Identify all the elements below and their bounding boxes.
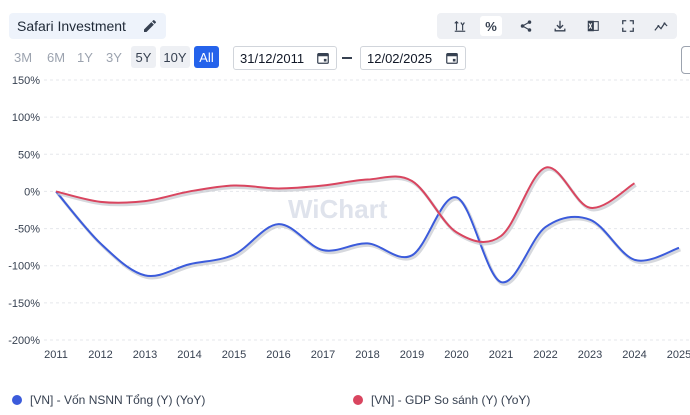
x-tick-label: 2023: [578, 349, 602, 361]
chart-style-icon: [654, 22, 668, 31]
chart-title: Safari Investment: [17, 18, 126, 34]
legend-marker-series1: [12, 395, 22, 405]
range-10y-button[interactable]: 10Y: [160, 46, 190, 68]
end-date-input[interactable]: 12/02/2025: [360, 46, 466, 70]
date-range-separator: [342, 57, 352, 59]
x-tick-label: 2024: [622, 349, 646, 361]
y-tick-label: -100%: [8, 261, 40, 273]
series-line-1: [55, 190, 680, 284]
download-icon: [554, 20, 566, 32]
sort-axis-icon: [454, 20, 466, 32]
chart-style-button[interactable]: [650, 16, 672, 36]
x-tick-label: 2013: [133, 349, 157, 361]
x-tick-label: 2011: [44, 349, 68, 361]
pencil-icon[interactable]: [142, 18, 158, 34]
calendar-icon[interactable]: [316, 51, 330, 65]
x-tick-label: 2015: [222, 349, 246, 361]
range-3m-button[interactable]: 3M: [13, 49, 33, 65]
calendar-icon[interactable]: [445, 51, 459, 65]
watermark-logo: WiChart: [288, 194, 388, 224]
y-tick-label: -150%: [8, 298, 40, 310]
percent-icon: %: [485, 18, 497, 34]
x-tick-label: 2019: [400, 349, 424, 361]
x-tick-label: 2025: [667, 349, 690, 361]
legend-label-series1: [VN] - Vốn NSNN Tổng (Y) (YoY): [30, 393, 206, 407]
y-tick-label: -50%: [14, 224, 40, 236]
chart-toolbar: %: [437, 13, 677, 39]
x-tick-label: 2016: [266, 349, 290, 361]
range-6m-button[interactable]: 6M: [46, 49, 66, 65]
share-button[interactable]: [515, 16, 537, 36]
excel-icon: [587, 20, 599, 32]
side-panel-toggle[interactable]: [681, 46, 690, 74]
fullscreen-icon: [622, 20, 634, 32]
range-1y-button[interactable]: 1Y: [77, 49, 93, 65]
y-tick-label: -200%: [8, 335, 40, 347]
percent-button[interactable]: %: [480, 16, 502, 36]
start-date-value: 31/12/2011: [240, 50, 305, 66]
chart-title-box[interactable]: Safari Investment: [9, 13, 166, 39]
x-tick-label: 2018: [355, 349, 379, 361]
range-3y-button[interactable]: 3Y: [106, 49, 122, 65]
x-tick-label: 2012: [88, 349, 112, 361]
excel-button[interactable]: [582, 16, 604, 36]
share-icon: [520, 20, 532, 32]
x-tick-label: 2022: [533, 349, 557, 361]
legend-item-series2[interactable]: [VN] - GDP So sánh (Y) (YoY): [353, 393, 530, 407]
series-line-2: [55, 166, 636, 243]
series-line-shadow: [57, 168, 637, 246]
range-5y-button[interactable]: 5Y: [131, 46, 156, 68]
y-tick-label: 100%: [12, 112, 40, 124]
y-tick-label: 50%: [18, 149, 40, 161]
range-all-button[interactable]: All: [194, 46, 219, 68]
x-tick-label: 2014: [177, 349, 201, 361]
sort-axis-button[interactable]: [449, 16, 471, 36]
start-date-input[interactable]: 31/12/2011: [233, 46, 337, 70]
x-tick-label: 2021: [489, 349, 513, 361]
y-tick-label: 150%: [12, 75, 40, 87]
fullscreen-button[interactable]: [617, 16, 639, 36]
legend-label-series2: [VN] - GDP So sánh (Y) (YoY): [371, 393, 531, 407]
line-chart: 150% 100% 50% 0% -50% -100% -150% -200% 2011 2012…: [8, 75, 690, 361]
x-tick-label: 2020: [444, 349, 468, 361]
y-tick-label: 0%: [24, 186, 40, 198]
series-line-shadow: [56, 192, 681, 286]
legend-item-series1[interactable]: [VN] - Vốn NSNN Tổng (Y) (YoY): [12, 393, 205, 407]
end-date-value: 12/02/2025: [367, 50, 433, 66]
download-button[interactable]: [549, 16, 571, 36]
x-tick-label: 2017: [311, 349, 335, 361]
legend-marker-series2: [353, 395, 363, 405]
